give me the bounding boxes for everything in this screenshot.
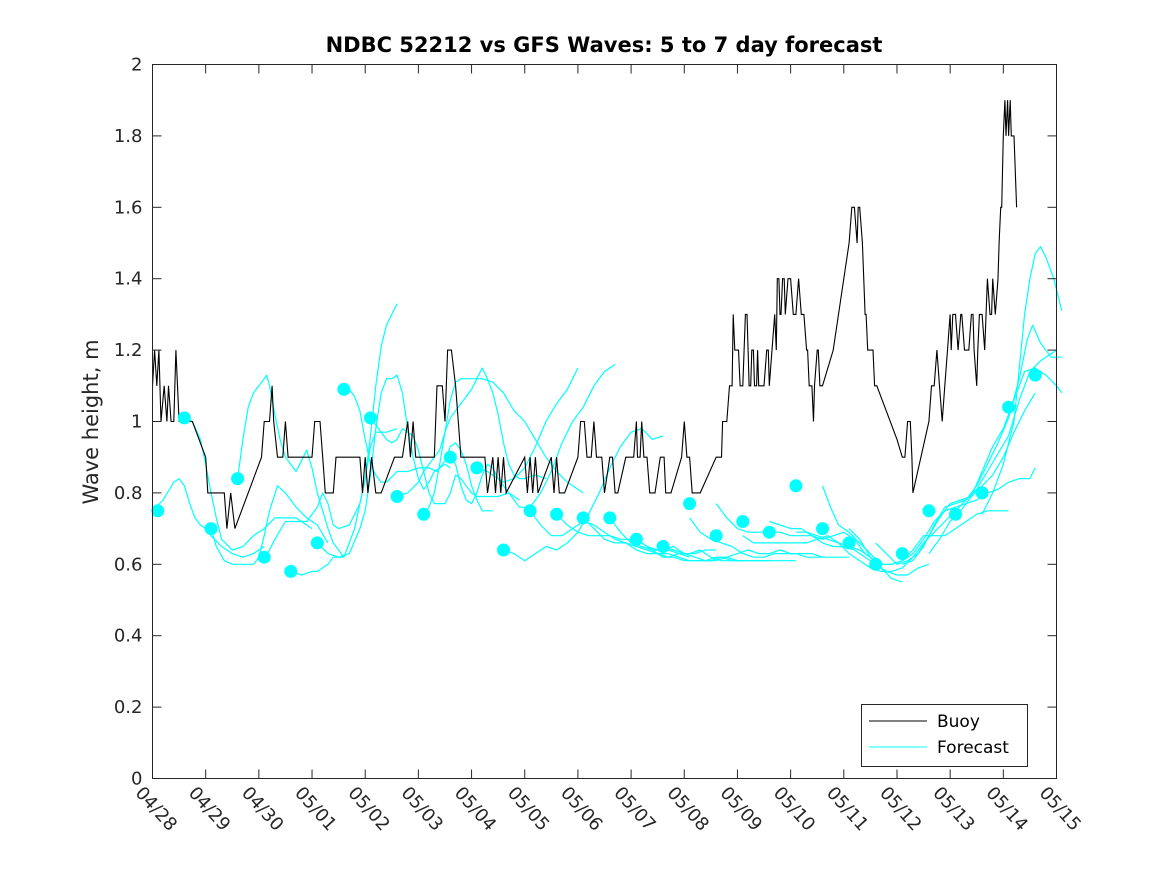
forecast-run-line [423, 378, 584, 515]
forecast-marker [895, 547, 909, 561]
forecast-run-line [184, 417, 313, 551]
axis-ticks [152, 64, 1057, 779]
y-tick-label: 1.6 [114, 197, 143, 218]
forecast-marker [257, 550, 271, 564]
forecast-marker [1002, 400, 1016, 414]
y-axis-label: Wave height, m [79, 339, 103, 504]
forecast-marker [709, 529, 723, 543]
legend: Buoy Forecast [861, 704, 1028, 767]
x-tick-label: 05/09 [716, 783, 766, 836]
x-tick-label: 04/29 [184, 783, 234, 836]
forecast-run-line [370, 417, 520, 505]
y-tick-labels: 0 0.2 0.4 0.6 0.8 1 1.2 1.4 1.6 1.8 2 [114, 55, 143, 790]
x-tick-label: 05/15 [1035, 783, 1085, 836]
forecast-run-line [152, 478, 265, 558]
y-tick-label: 0.6 [114, 554, 143, 575]
y-tick-label: 1 [131, 412, 142, 433]
forecast-run-line [449, 367, 579, 505]
plot-frame [152, 64, 1057, 779]
y-tick-label: 2 [131, 55, 142, 76]
legend-label-buoy: Buoy [937, 712, 980, 732]
forecast-run-line [955, 324, 1062, 512]
buoy-line [151, 100, 1018, 529]
x-tick-label: 05/08 [663, 783, 713, 836]
x-tick-label: 05/14 [982, 783, 1032, 836]
forecast-marker [204, 522, 218, 536]
forecast-marker [842, 536, 856, 550]
forecast-marker [1028, 368, 1042, 382]
forecast-marker [975, 486, 989, 500]
x-tick-label: 05/06 [556, 783, 606, 836]
forecast-marker [390, 490, 404, 503]
forecast-marker [231, 472, 245, 486]
x-tick-label: 04/30 [237, 783, 287, 836]
forecast-marker [364, 411, 377, 425]
forecast-run-line [263, 428, 398, 558]
forecast-marker [497, 543, 510, 557]
forecast-markers [151, 368, 1042, 578]
forecast-run-line [290, 303, 398, 576]
x-tick-labels: 04/28 04/29 04/30 05/01 05/02 05/03 05/04 05/05… [131, 783, 1085, 836]
x-tick-label: 05/13 [928, 783, 978, 836]
y-tick-label: 1.2 [114, 340, 143, 361]
forecast-run-line [237, 374, 345, 558]
forecast-run-line [210, 485, 329, 565]
x-tick-label: 05/02 [343, 783, 393, 836]
x-tick-label: 05/05 [503, 783, 553, 836]
forecast-marker [869, 557, 883, 571]
forecast-run-line [316, 374, 451, 558]
y-tick-label: 1.4 [114, 269, 143, 290]
forecast-marker [337, 382, 351, 396]
forecast-run-line [476, 363, 616, 508]
forecast-marker [816, 522, 829, 536]
chart-title: NDBC 52212 vs GFS Waves: 5 to 7 day fore… [326, 33, 883, 57]
x-tick-label: 05/04 [450, 783, 500, 836]
forecast-marker [683, 497, 697, 511]
x-tick-label: 05/03 [397, 783, 447, 836]
forecast-run-line [821, 485, 1009, 565]
x-tick-label: 05/10 [769, 783, 819, 836]
y-tick-label: 0.8 [114, 483, 143, 504]
forecast-marker [284, 564, 298, 578]
forecast-marker [310, 536, 324, 550]
forecast-marker [949, 507, 962, 521]
forecast-marker [629, 532, 643, 546]
forecast-run-line [902, 349, 1057, 565]
forecast-run-line [981, 246, 1063, 515]
forecast-marker [443, 450, 457, 464]
forecast-run-line [343, 388, 493, 512]
forecast-run-line [928, 367, 1063, 554]
forecast-marker [470, 461, 484, 475]
y-tick-label: 1.8 [114, 126, 143, 147]
x-tick-label: 05/07 [609, 783, 659, 836]
forecast-marker [550, 507, 564, 521]
forecast-marker [151, 504, 165, 518]
forecast-marker [789, 479, 803, 493]
forecast-marker [656, 540, 670, 553]
x-tick-label: 05/01 [290, 783, 340, 836]
forecast-marker [736, 515, 750, 528]
y-tick-label: 0.2 [114, 697, 143, 718]
forecast-marker [922, 504, 936, 518]
forecast-run-line [875, 392, 1036, 565]
legend-box [861, 704, 1028, 767]
legend-label-forecast: Forecast [937, 738, 1009, 758]
forecast-run-line [396, 367, 547, 498]
forecast-marker [603, 511, 617, 525]
x-tick-label: 04/28 [131, 783, 181, 836]
x-tick-label: 05/11 [822, 783, 872, 836]
forecast-run-line [715, 503, 877, 562]
y-tick-label: 0 [131, 769, 142, 790]
forecast-run-line [848, 467, 1036, 565]
y-tick-label: 0.4 [114, 626, 143, 647]
forecast-marker [417, 507, 431, 521]
forecast-marker [523, 504, 537, 518]
forecast-marker [177, 411, 191, 425]
forecast-marker [576, 511, 590, 525]
x-tick-label: 05/12 [875, 783, 925, 836]
forecast-marker [762, 525, 776, 539]
